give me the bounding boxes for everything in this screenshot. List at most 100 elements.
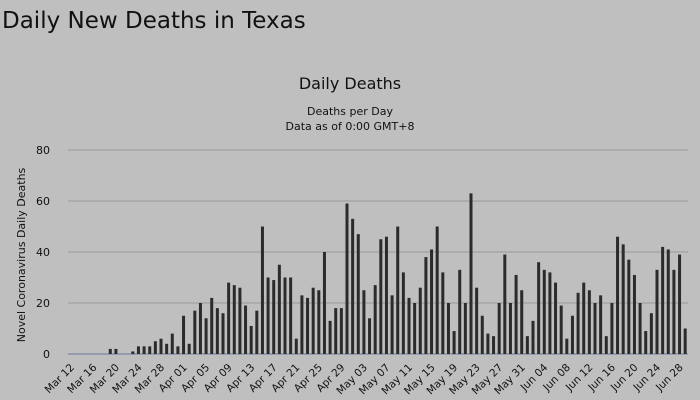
y-tick-label: 20 bbox=[36, 297, 50, 310]
bar bbox=[221, 313, 225, 354]
bar bbox=[384, 236, 388, 354]
bar bbox=[587, 290, 591, 354]
bar bbox=[277, 264, 281, 354]
y-tick-label: 40 bbox=[36, 246, 50, 259]
bar bbox=[232, 285, 236, 354]
bar bbox=[672, 269, 676, 354]
bar bbox=[390, 295, 394, 354]
bar bbox=[272, 280, 276, 354]
bar bbox=[683, 328, 687, 354]
bar bbox=[452, 331, 456, 354]
bar bbox=[649, 313, 653, 354]
bar bbox=[599, 295, 603, 354]
y-tick-label: 80 bbox=[36, 144, 50, 157]
bar bbox=[328, 320, 332, 354]
bar bbox=[362, 290, 366, 354]
bar bbox=[153, 341, 157, 354]
bar bbox=[497, 303, 501, 354]
bar bbox=[193, 310, 197, 354]
bar bbox=[159, 338, 163, 354]
bar bbox=[531, 320, 535, 354]
bar bbox=[514, 274, 518, 354]
bar bbox=[621, 244, 625, 354]
bar bbox=[678, 254, 682, 354]
bar bbox=[570, 315, 574, 354]
bar bbox=[345, 203, 349, 354]
bar bbox=[373, 285, 377, 354]
bar bbox=[508, 303, 512, 354]
bar bbox=[136, 346, 140, 354]
bar bbox=[480, 315, 484, 354]
chart-subtitle: Deaths per Day bbox=[307, 105, 393, 118]
bar bbox=[289, 277, 293, 354]
bar bbox=[322, 252, 326, 354]
bar bbox=[108, 348, 112, 354]
bar bbox=[503, 254, 507, 354]
bar bbox=[148, 346, 152, 354]
y-axis-label: Novel Coronavirus Daily Deaths bbox=[15, 167, 28, 342]
bar bbox=[610, 303, 614, 354]
bar bbox=[306, 297, 310, 354]
bar bbox=[198, 303, 202, 354]
bar bbox=[283, 277, 287, 354]
bar bbox=[114, 348, 118, 354]
bar bbox=[548, 272, 552, 354]
bar bbox=[142, 346, 146, 354]
bar bbox=[644, 331, 648, 354]
bar bbox=[170, 333, 174, 354]
bar bbox=[616, 236, 620, 354]
bar bbox=[441, 272, 445, 354]
bar bbox=[238, 287, 242, 354]
bar bbox=[401, 272, 405, 354]
bar bbox=[475, 287, 479, 354]
bar bbox=[396, 226, 400, 354]
bar bbox=[165, 343, 169, 354]
bar bbox=[638, 303, 642, 354]
bar bbox=[356, 234, 360, 354]
bar bbox=[486, 333, 490, 354]
bar bbox=[204, 318, 208, 354]
bar bbox=[632, 274, 636, 354]
bar bbox=[424, 257, 428, 354]
bar bbox=[413, 303, 417, 354]
bar bbox=[311, 287, 315, 354]
bar bbox=[520, 290, 524, 354]
bar bbox=[294, 338, 298, 354]
bar bbox=[525, 336, 529, 354]
bar bbox=[266, 277, 270, 354]
bar bbox=[317, 290, 321, 354]
bar bbox=[300, 295, 304, 354]
bar bbox=[418, 287, 422, 354]
bar bbox=[463, 303, 467, 354]
bar bbox=[559, 305, 563, 354]
chart-subtitle-date: Data as of 0:00 GMT+8 bbox=[285, 120, 415, 133]
bar bbox=[582, 282, 586, 354]
bar bbox=[554, 282, 558, 354]
bar bbox=[187, 343, 191, 354]
bar bbox=[334, 308, 338, 354]
bar bbox=[131, 351, 135, 354]
bar bbox=[255, 310, 259, 354]
bar bbox=[351, 218, 355, 354]
page-title: Daily New Deaths in Texas bbox=[2, 8, 306, 34]
bar bbox=[435, 226, 439, 354]
bar bbox=[542, 269, 546, 354]
bar bbox=[176, 346, 180, 354]
bar bbox=[210, 297, 214, 354]
bar bbox=[368, 318, 372, 354]
bar bbox=[604, 336, 608, 354]
bar bbox=[407, 297, 411, 354]
bar bbox=[458, 269, 462, 354]
bar bbox=[430, 249, 434, 354]
bar bbox=[492, 336, 496, 354]
bar bbox=[249, 325, 253, 354]
bar bbox=[469, 193, 473, 354]
bar bbox=[339, 308, 343, 354]
bar bbox=[446, 303, 450, 354]
bar bbox=[182, 315, 186, 354]
y-tick-label: 0 bbox=[43, 348, 50, 361]
bar bbox=[537, 262, 541, 354]
bar bbox=[655, 269, 659, 354]
bar bbox=[379, 239, 383, 354]
